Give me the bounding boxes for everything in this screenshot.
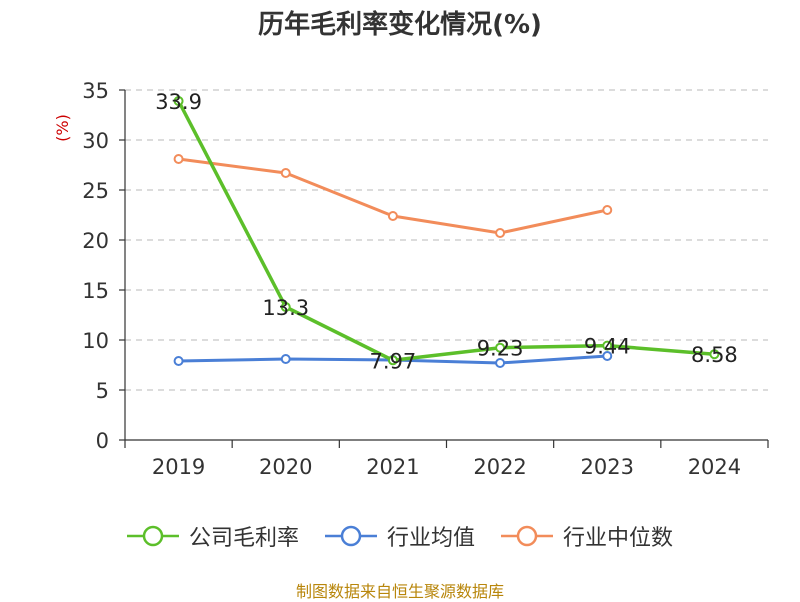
x-tick-label: 2023 [581,455,634,479]
data-point-industry_avg [280,354,291,364]
y-tick-label: 0 [96,429,109,453]
y-tick-label: 35 [82,79,109,103]
data-point-company [173,96,184,106]
y-axis-label: (%) [53,114,72,142]
y-tick-label: 15 [82,279,109,303]
legend-label: 行业中位数 [563,526,674,551]
legend-item-industry_median[interactable]: 行业中位数 [501,520,673,552]
y-tick-label: 10 [82,329,109,353]
x-tick-label: 2019 [152,455,205,479]
data-label: 7.97 [370,349,417,373]
data-point-industry_median [602,205,613,215]
data-point-industry_median [173,154,184,164]
y-tick-label: 30 [82,129,109,153]
x-tick-label: 2021 [366,455,419,479]
data-point-industry_median [280,168,291,178]
data-label: 33.9 [155,90,202,114]
legend: 公司毛利率 行业均值 行业中位数 [0,520,800,552]
data-point-company [602,340,613,351]
data-label: 13.3 [262,296,309,320]
legend-marker [501,525,553,547]
data-point-industry_avg [602,351,613,361]
data-point-company [280,302,291,312]
data-point-industry_median [387,211,398,221]
data-point-industry_avg [173,356,184,366]
y-tick-label: 20 [82,229,109,253]
legend-item-industry_avg[interactable]: 行业均值 [324,520,475,552]
legend-marker [324,525,377,547]
data-label: 9.23 [477,337,524,361]
legend-item-company[interactable]: 公司毛利率 [126,520,299,552]
legend-label: 行业均值 [386,526,475,551]
data-point-company [387,355,398,366]
legend-label: 公司毛利率 [188,526,299,551]
legend-marker [126,525,179,547]
y-tick-label: 25 [82,179,109,203]
chart-title: 历年毛利率变化情况(%) [258,10,542,40]
data-label: 8.58 [691,343,738,367]
data-point-industry_avg [495,358,506,368]
data-point-company [495,342,506,353]
data-point-company [709,349,720,360]
source-note: 制图数据来自恒生聚源数据库 [295,582,504,601]
data-point-industry_median [495,228,506,238]
x-tick-label: 2020 [259,455,312,479]
data-label: 9.44 [584,335,631,359]
series-line-company [177,100,715,363]
x-tick-label: 2024 [688,455,741,479]
x-tick-label: 2022 [473,455,526,479]
y-tick-label: 5 [96,379,109,403]
